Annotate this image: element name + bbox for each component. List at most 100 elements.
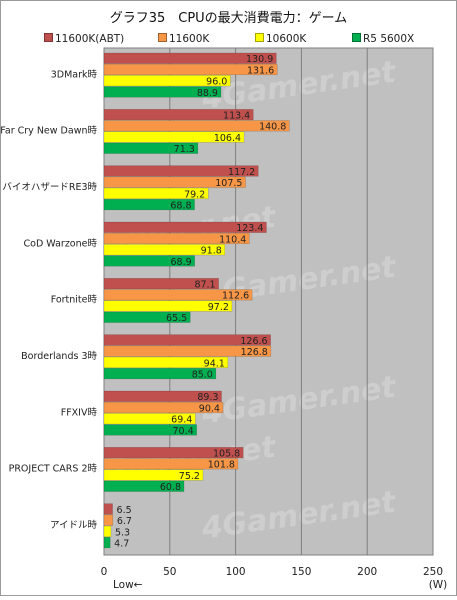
bar [103, 368, 217, 380]
data-label: 117.2 [228, 167, 255, 178]
bar [103, 424, 197, 436]
data-label: 110.4 [219, 234, 246, 245]
bar [103, 142, 199, 154]
data-label: 96.0 [206, 77, 227, 88]
x-tick-label: 200 [357, 566, 377, 578]
data-label: 70.4 [172, 426, 193, 437]
data-label: 69.4 [171, 415, 192, 426]
bar [103, 458, 239, 470]
legend-swatch [158, 33, 167, 42]
bar [103, 390, 222, 402]
legend-label: 10600K [266, 33, 307, 45]
data-label: 6.7 [117, 516, 132, 527]
bar [103, 300, 233, 312]
bar [103, 537, 111, 549]
bar [103, 120, 290, 132]
data-label: 89.3 [197, 392, 218, 403]
data-label: 101.8 [208, 460, 235, 471]
data-label: 65.5 [166, 313, 187, 324]
bar [103, 278, 219, 290]
bar [103, 165, 259, 177]
bar [103, 199, 195, 211]
legend-swatch [44, 33, 53, 42]
bar [103, 131, 245, 143]
bar [103, 289, 253, 301]
data-label: 6.5 [117, 505, 132, 516]
bar [103, 232, 250, 245]
data-label: 94.1 [204, 358, 225, 369]
category-label: FFXIV時 [61, 407, 98, 418]
bar [103, 413, 196, 425]
data-label: 97.2 [208, 302, 229, 313]
data-label: 60.8 [160, 482, 181, 493]
data-label: 126.8 [241, 347, 268, 358]
data-label: 123.4 [236, 223, 263, 234]
data-label: 71.3 [174, 144, 195, 155]
bar [103, 311, 191, 323]
data-label: 112.6 [222, 291, 249, 302]
data-label: 91.8 [201, 246, 222, 257]
bar [103, 503, 113, 515]
bar [103, 86, 222, 98]
category-label: Borderlands 3時 [21, 351, 97, 362]
bar [103, 187, 209, 199]
bar [103, 176, 246, 188]
legend-swatch [255, 33, 264, 42]
data-label: 131.6 [247, 65, 274, 76]
data-label: 79.2 [184, 189, 205, 200]
legend-swatch [352, 33, 361, 42]
data-label: 130.9 [246, 54, 273, 65]
direction-note: Low← [113, 579, 143, 591]
bar [103, 525, 112, 537]
legend-item: R5 5600X [352, 33, 414, 45]
bar [103, 480, 185, 492]
x-tick-label: 150 [291, 566, 311, 578]
bar [103, 52, 277, 64]
data-label: 105.8 [213, 449, 240, 460]
data-label: 75.2 [179, 471, 200, 482]
bar [103, 469, 204, 481]
legend-item: 11600K [158, 33, 209, 45]
x-tick-label: 50 [163, 566, 176, 578]
legend-label: 11600K(ABT) [55, 33, 125, 45]
bar [103, 255, 195, 267]
bar [103, 334, 271, 346]
data-label: 87.1 [194, 280, 215, 291]
data-label: 107.5 [215, 178, 242, 189]
bar [103, 75, 231, 87]
x-tick-label: 250 [423, 566, 443, 578]
category-label: Fortnite時 [51, 295, 98, 306]
data-label: 126.6 [240, 336, 267, 347]
bar [103, 401, 224, 414]
category-label: アイドル時 [50, 520, 98, 531]
bar [103, 244, 226, 256]
data-label: 113.4 [223, 111, 250, 122]
category-label: 3DMark時 [51, 69, 98, 80]
bar [103, 63, 278, 76]
bar [103, 109, 254, 121]
x-tick-label: 0 [101, 566, 108, 578]
data-label: 5.3 [115, 527, 130, 538]
category-label: CoD Warzone時 [24, 238, 98, 249]
bar [103, 447, 244, 459]
unit-label: (W) [429, 579, 448, 591]
bar [103, 221, 267, 233]
data-label: 106.4 [214, 133, 241, 144]
data-label: 68.8 [170, 200, 191, 211]
data-label: 68.9 [171, 257, 192, 268]
data-label: 88.9 [197, 88, 218, 99]
bar [103, 356, 229, 368]
bar [103, 345, 272, 357]
data-label: 90.4 [199, 403, 220, 414]
legend-label: 11600K [169, 33, 210, 45]
legend-item: 11600K(ABT) [44, 33, 124, 45]
category-label: バイオハザードRE3時 [2, 182, 97, 193]
bar [103, 514, 114, 526]
legend-label: R5 5600X [363, 33, 415, 45]
chart-title: グラフ35 CPUの最大消費電力：ゲーム [109, 11, 348, 26]
data-label: 85.0 [192, 369, 213, 380]
data-label: 4.7 [114, 538, 129, 549]
x-tick-label: 100 [226, 566, 246, 578]
